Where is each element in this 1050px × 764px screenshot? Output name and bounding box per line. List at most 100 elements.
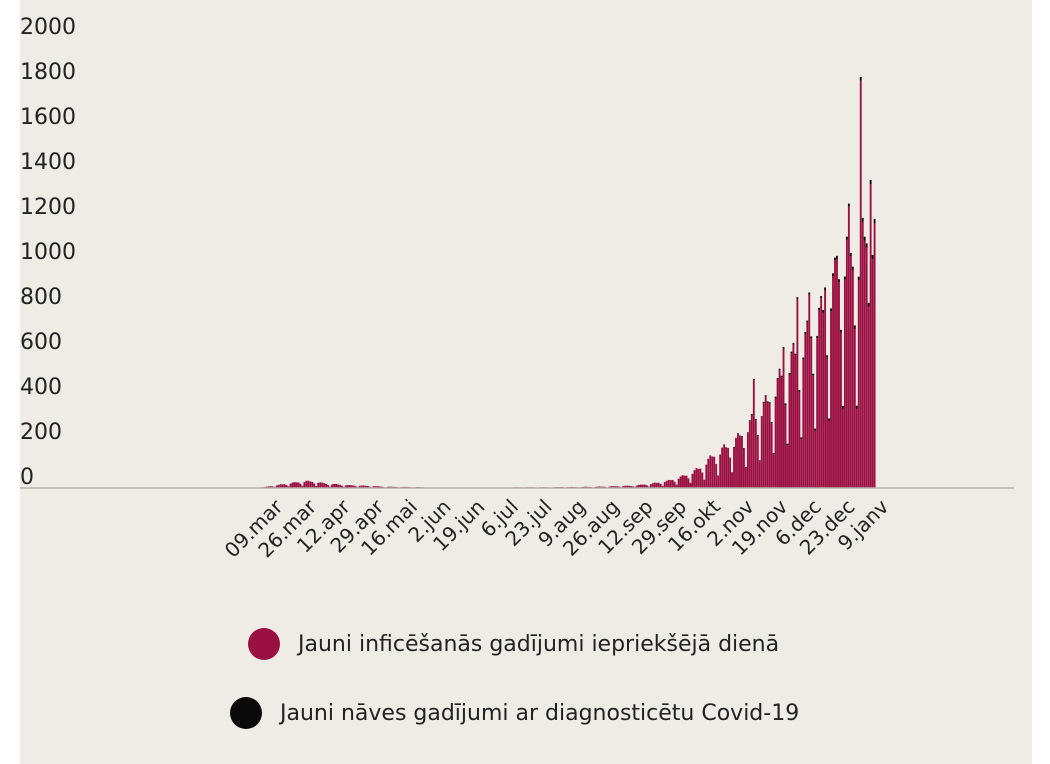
- bar-cases: [699, 468, 702, 488]
- bar-deaths: [772, 452, 775, 455]
- bar-cases: [796, 299, 799, 488]
- bar-deaths: [748, 420, 751, 421]
- bar-cases: [707, 458, 710, 488]
- bar-cases: [804, 333, 807, 489]
- bar-cases: [321, 482, 324, 488]
- bar-cases: [711, 456, 714, 488]
- y-tick-label: 1600: [20, 105, 76, 130]
- bar-cases: [820, 298, 823, 488]
- bar-cases: [271, 486, 274, 488]
- bar-deaths: [863, 236, 866, 241]
- bar-cases: [810, 338, 813, 489]
- bar-deaths: [814, 428, 817, 431]
- bar-deaths: [812, 373, 815, 376]
- bar-cases: [667, 479, 670, 488]
- bar-cases: [723, 444, 726, 488]
- bar-deaths: [867, 302, 870, 307]
- bar-deaths: [742, 447, 745, 449]
- chart-panel: 0 200 400 600 800 1000 1200 1400 1600 1800 2000 09…: [20, 0, 1032, 764]
- bar-cases: [701, 472, 704, 488]
- bar-cases: [659, 483, 662, 488]
- bar-cases: [630, 485, 632, 488]
- bar-cases: [814, 430, 817, 488]
- bar-cases: [624, 485, 627, 488]
- bar-cases: [770, 423, 773, 488]
- bar-cases: [642, 484, 644, 489]
- bar-cases: [313, 483, 316, 488]
- legend-circle-icon: [230, 697, 262, 729]
- bar-cases: [669, 480, 672, 489]
- bar-cases: [824, 290, 827, 488]
- bar-cases: [830, 311, 832, 488]
- bar-deaths: [840, 329, 842, 333]
- y-tick-label: 2000: [20, 15, 76, 40]
- bar-cases: [746, 432, 749, 489]
- bar-deaths: [806, 320, 809, 323]
- bar-cases: [616, 486, 619, 488]
- bar-deaths: [794, 353, 797, 356]
- bar-cases: [762, 402, 765, 488]
- bar-cases: [776, 379, 779, 488]
- bar-deaths: [849, 252, 852, 257]
- bar-cases: [859, 80, 862, 488]
- bar-cases: [614, 486, 617, 488]
- bar-deaths: [766, 401, 769, 403]
- bar-cases: [719, 454, 722, 488]
- bar-deaths: [764, 395, 767, 397]
- bar-cases: [655, 482, 658, 488]
- bar-cases: [335, 483, 337, 488]
- bar-cases: [790, 353, 793, 488]
- bar-cases: [315, 485, 318, 488]
- bar-cases: [764, 396, 767, 488]
- bar-cases: [808, 294, 811, 488]
- bar-deaths: [808, 292, 811, 295]
- bar-cases: [869, 184, 872, 488]
- bar-cases: [851, 269, 854, 488]
- bar-cases: [784, 404, 787, 488]
- bar-cases: [737, 433, 739, 488]
- bar-deaths: [828, 418, 830, 421]
- bar-deaths: [830, 308, 832, 312]
- bar-cases: [628, 485, 631, 488]
- bar-cases: [756, 436, 759, 488]
- bar-cases: [683, 475, 686, 489]
- bar-cases: [826, 357, 829, 488]
- bar-cases: [741, 436, 743, 488]
- bar-cases: [792, 344, 795, 488]
- bar-cases: [291, 482, 294, 488]
- bar-cases: [721, 447, 724, 488]
- bar-cases: [849, 256, 852, 488]
- bar-cases: [661, 485, 664, 488]
- bar-deaths: [796, 297, 799, 299]
- bar-cases: [802, 359, 805, 488]
- bar-cases: [689, 482, 692, 488]
- bar-cases: [645, 485, 648, 488]
- bar-cases: [612, 486, 615, 488]
- bar-cases: [311, 481, 314, 488]
- bar-cases: [275, 485, 278, 488]
- y-axis-ticks: 0 200 400 600 800 1000 1200 1400 1600 1800 2000: [20, 15, 76, 490]
- bar-deaths: [798, 390, 801, 392]
- bar-cases: [301, 485, 304, 488]
- bar-cases: [352, 485, 355, 488]
- bar-cases: [297, 482, 300, 489]
- bar-cases: [843, 279, 846, 488]
- bar-deaths: [784, 403, 787, 405]
- bar-cases: [840, 332, 842, 488]
- bar-chart: 0 200 400 600 800 1000 1200 1400 1600 1800 2000 09…: [20, 15, 1014, 562]
- bar-cases: [695, 468, 698, 488]
- bar-cases: [780, 377, 783, 488]
- bar-cases: [279, 484, 282, 488]
- bar-cases: [325, 483, 328, 488]
- bar-cases: [705, 464, 708, 488]
- bar-cases: [323, 483, 326, 488]
- bar-deaths: [836, 255, 838, 259]
- bar-cases: [663, 482, 666, 488]
- bar-deaths: [776, 377, 779, 380]
- bar-cases: [788, 374, 791, 488]
- bar-cases: [822, 312, 825, 488]
- bar-cases: [729, 458, 731, 488]
- bar-cases: [758, 461, 761, 488]
- bar-deaths: [820, 296, 823, 299]
- bar-cases: [834, 260, 836, 488]
